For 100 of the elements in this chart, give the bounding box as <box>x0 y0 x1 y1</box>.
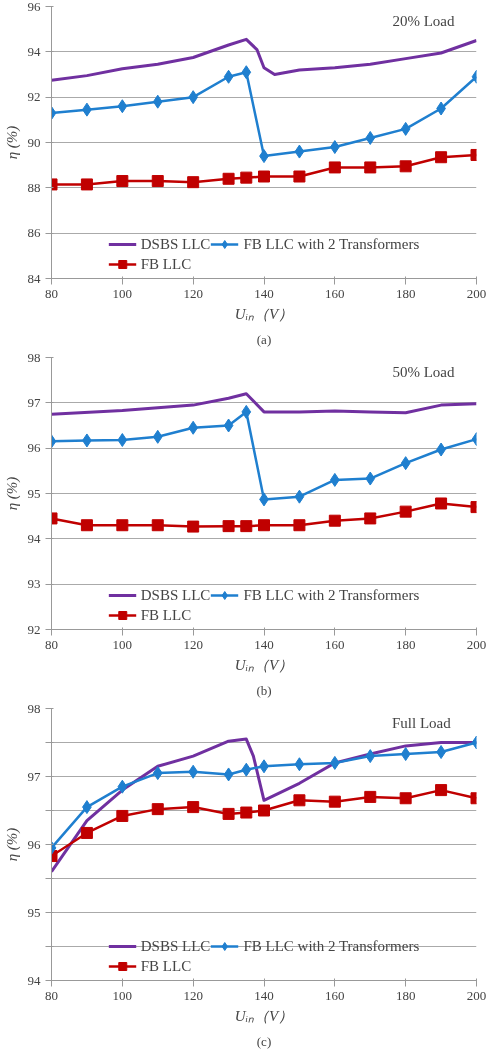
point <box>435 151 448 164</box>
point <box>241 65 252 80</box>
x-tick-label: 100 <box>112 285 133 301</box>
point <box>222 520 235 533</box>
legend-label: DSBS LLC <box>140 937 211 955</box>
point <box>364 512 377 525</box>
y-tick-label: 92 <box>27 621 41 637</box>
point <box>152 766 163 781</box>
x-tick-label: 120 <box>183 987 203 1003</box>
point <box>241 404 252 419</box>
point <box>187 801 200 814</box>
point <box>80 826 93 839</box>
point <box>365 130 376 145</box>
point <box>400 456 411 471</box>
point <box>364 790 377 803</box>
y-axis-title: η (%) <box>3 125 21 160</box>
point <box>365 471 376 486</box>
y-tick-label: 88 <box>27 179 41 195</box>
x-axis-title: Uᵢₙ（V） <box>234 305 294 322</box>
point <box>258 519 270 532</box>
point <box>117 433 128 448</box>
y-tick-label: 97 <box>27 394 41 410</box>
x-tick-label: 80 <box>45 636 58 652</box>
x-tick-label: 200 <box>466 636 487 652</box>
y-tick-label: 93 <box>27 576 41 592</box>
point <box>328 514 341 527</box>
point <box>151 519 164 532</box>
point <box>400 747 411 762</box>
x-tick-label: 180 <box>395 636 416 652</box>
legend-label: DSBS LLC <box>140 586 211 604</box>
x-tick-label: 160 <box>325 636 345 652</box>
x-tick-label: 200 <box>466 987 487 1003</box>
legend-label: FB LLC <box>140 957 192 975</box>
text: (c) <box>256 1033 272 1049</box>
x-tick-label: 80 <box>45 987 58 1003</box>
y-tick-label: 95 <box>27 485 41 501</box>
x-tick-label: 80 <box>45 285 58 301</box>
point <box>241 762 252 777</box>
y-tick-label: 94 <box>27 972 41 988</box>
y-axis-title: η (%) <box>3 827 21 862</box>
x-tick-label: 200 <box>466 285 487 301</box>
point <box>187 520 200 533</box>
point <box>258 804 270 817</box>
point <box>240 171 253 184</box>
point <box>399 160 412 173</box>
x-tick-label: 160 <box>325 987 345 1003</box>
text: (a) <box>256 331 272 347</box>
chart-title: 20% Load <box>392 12 455 29</box>
y-tick-label: 95 <box>27 904 41 920</box>
y-tick-label: 96 <box>27 440 41 456</box>
point <box>223 69 234 84</box>
x-tick-label: 120 <box>183 636 203 652</box>
x-tick-label: 100 <box>112 987 133 1003</box>
point <box>152 94 163 109</box>
y-tick-label: 90 <box>27 134 41 150</box>
point <box>117 99 128 114</box>
y-tick-label: 84 <box>27 270 41 286</box>
legend-label: FB LLC <box>140 606 192 624</box>
point <box>293 519 306 532</box>
point <box>116 175 129 188</box>
legend-label: FB LLC with 2 Transformers <box>243 235 420 253</box>
point <box>399 505 412 518</box>
point <box>294 489 305 504</box>
y-tick-label: 97 <box>27 768 41 784</box>
point <box>222 172 235 185</box>
line-series <box>51 392 477 416</box>
y-tick-label: 96 <box>27 836 41 852</box>
x-tick-label: 100 <box>112 636 133 652</box>
y-tick-label: 94 <box>27 530 41 546</box>
y-tick-label: 98 <box>27 700 41 716</box>
legend-label: DSBS LLC <box>140 235 211 253</box>
point <box>293 794 306 807</box>
x-axis-title: Uᵢₙ（V） <box>234 656 294 673</box>
x-tick-label: 180 <box>395 285 416 301</box>
y-axis-title: η (%) <box>3 476 21 511</box>
point <box>293 170 306 183</box>
point <box>399 792 412 805</box>
legend-label: FB LLC with 2 Transformers <box>243 937 420 955</box>
y-tick-label: 92 <box>27 89 41 105</box>
point <box>116 809 129 822</box>
point <box>435 497 448 510</box>
point <box>365 749 376 764</box>
point <box>328 795 341 808</box>
legend-label: FB LLC with 2 Transformers <box>243 586 420 604</box>
point <box>328 161 341 174</box>
point <box>80 519 93 532</box>
point <box>80 178 93 191</box>
point <box>222 807 235 820</box>
point <box>152 429 163 444</box>
point <box>400 121 411 136</box>
y-tick-label: 96 <box>27 0 41 14</box>
point <box>240 520 253 533</box>
point <box>187 176 200 189</box>
point <box>294 144 305 159</box>
x-tick-label: 180 <box>395 987 416 1003</box>
x-tick-label: 160 <box>325 285 345 301</box>
x-tick-label: 140 <box>254 285 274 301</box>
chart-title: 50% Load <box>392 363 455 380</box>
x-tick-label: 120 <box>183 285 203 301</box>
point <box>117 779 128 794</box>
